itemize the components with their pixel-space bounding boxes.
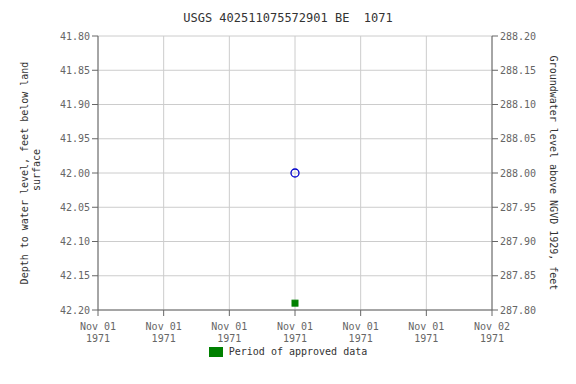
svg-text:Depth to water level, feet bel: Depth to water level, feet below land su… [19, 62, 42, 285]
svg-text:Nov 011971: Nov 011971 [80, 321, 116, 344]
svg-text:41.90: 41.90 [60, 99, 90, 110]
svg-text:42.05: 42.05 [60, 202, 90, 213]
svg-text:41.80: 41.80 [60, 31, 90, 42]
svg-text:Groundwater level above NGVD 1: Groundwater level above NGVD 1929, feet [548, 56, 559, 291]
svg-text:42.10: 42.10 [60, 236, 90, 247]
svg-text:288.10: 288.10 [500, 99, 536, 110]
svg-text:Nov 011971: Nov 011971 [343, 321, 379, 344]
svg-text:Nov 011971: Nov 011971 [146, 321, 182, 344]
svg-text:287.85: 287.85 [500, 270, 536, 281]
svg-text:288.05: 288.05 [500, 133, 536, 144]
html-text:Period of approved data: Period of approved data [228, 346, 368, 357]
svg-text:287.90: 287.90 [500, 236, 536, 247]
svg-text:41.85: 41.85 [60, 65, 90, 76]
svg-text:287.80: 287.80 [500, 305, 536, 316]
svg-text:42.15: 42.15 [60, 270, 90, 281]
svg-text:288.20: 288.20 [500, 31, 536, 42]
svg-text:Nov 011971: Nov 011971 [277, 321, 313, 344]
svg-text:42.00: 42.00 [60, 168, 90, 179]
svg-text:288.15: 288.15 [500, 65, 536, 76]
html-text:USGS 402511075572901 BE 1071: USGS 402511075572901 BE 1071 [183, 11, 393, 25]
svg-text:Nov 021971: Nov 021971 [474, 321, 510, 344]
svg-text:288.00: 288.00 [500, 168, 536, 179]
svg-text:41.95: 41.95 [60, 133, 90, 144]
svg-text:287.95: 287.95 [500, 202, 536, 213]
svg-text:Nov 011971: Nov 011971 [408, 321, 444, 344]
svg-text:42.20: 42.20 [60, 305, 90, 316]
svg-text:Nov 011971: Nov 011971 [211, 321, 247, 344]
